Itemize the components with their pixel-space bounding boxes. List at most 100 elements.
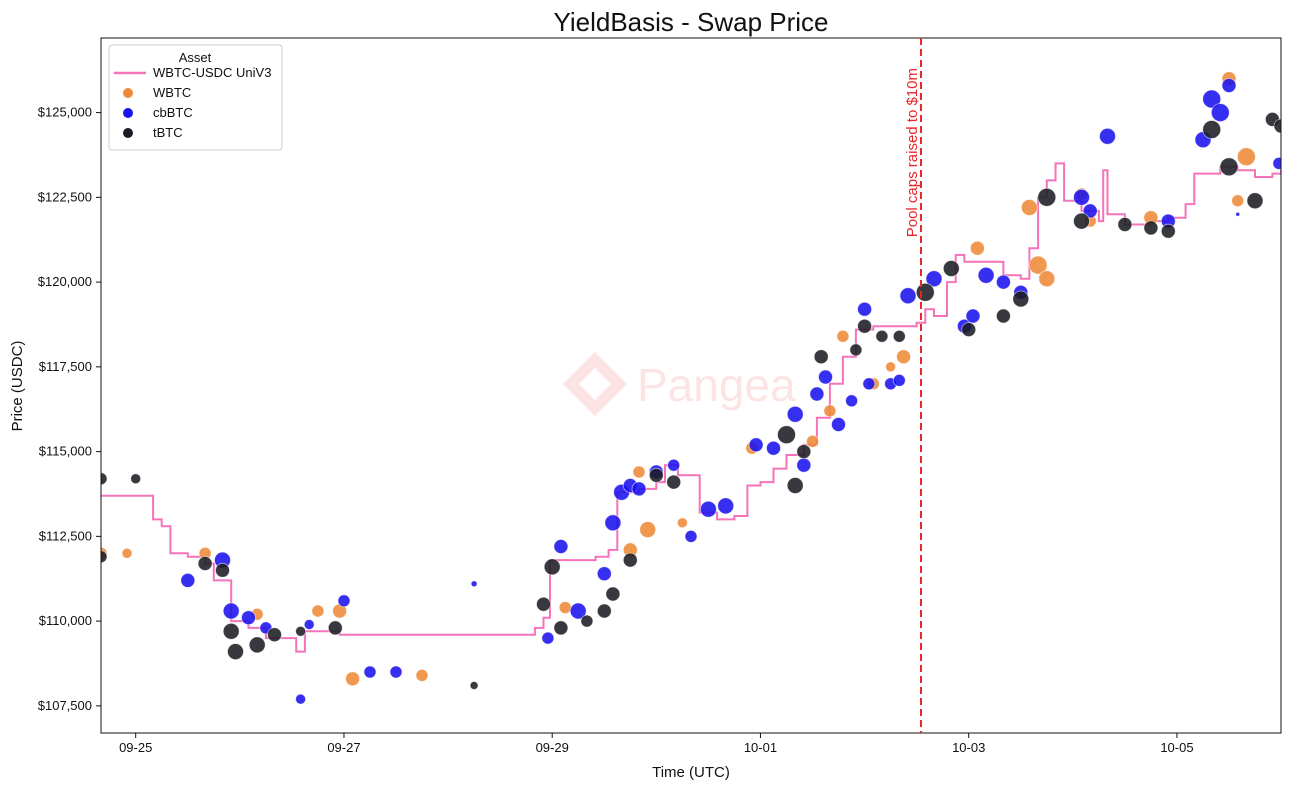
series-cbbtc — [180, 78, 1281, 705]
scatter-point-tbtc — [1160, 223, 1176, 239]
scatter-point-cbbtc — [303, 619, 315, 630]
scatter-point-tbtc — [1219, 157, 1239, 177]
scatter-point-cbbtc — [553, 539, 569, 554]
scatter-point-wbtc — [677, 517, 688, 529]
scatter-point-tbtc — [215, 562, 230, 578]
scatter-point-cbbtc — [786, 405, 804, 423]
scatter-point-tbtc — [849, 343, 863, 357]
scatter-point-tbtc — [1202, 120, 1222, 139]
scatter-point-cbbtc — [1082, 203, 1098, 219]
scatter-point-cbbtc — [796, 457, 812, 473]
scatter-point-cbbtc — [596, 566, 612, 582]
scatter-point-tbtc — [915, 282, 935, 302]
x-axis-label: Time (UTC) — [652, 764, 730, 781]
y-tick-label: $117,500 — [39, 359, 92, 374]
y-tick-label: $110,000 — [39, 613, 92, 628]
scatter-point-tbtc — [248, 636, 266, 654]
scatter-point-cbbtc — [717, 497, 735, 515]
scatter-point-tbtc — [961, 322, 977, 338]
scatter-point-cbbtc — [684, 530, 698, 543]
scatter-point-tbtc — [469, 681, 479, 690]
scatter-point-cbbtc — [222, 602, 240, 620]
x-tick-label: 10-03 — [952, 740, 985, 755]
scatter-point-tbtc — [605, 586, 621, 602]
legend-entry-tbtc: tBTC — [123, 125, 183, 140]
scatter-point-wbtc — [970, 240, 985, 256]
scatter-point-cbbtc — [700, 500, 717, 518]
legend-label: tBTC — [153, 125, 183, 140]
scatter-point-wbtc — [1038, 270, 1056, 288]
y-axis: $107,500 $110,000 $112,500 $115,000 $117,500… — [38, 105, 101, 713]
scatter-point-tbtc — [267, 627, 282, 643]
scatter-point-tbtc — [666, 474, 682, 490]
y-tick-label: $115,000 — [39, 444, 92, 459]
scatter-point-cbbtc — [631, 481, 647, 497]
legend-entry-wbtc-usdc-univ3: WBTC-USDC UniV3 — [114, 65, 271, 80]
scatter-point-tbtc — [777, 425, 796, 445]
scatter-point-wbtc — [1028, 255, 1048, 275]
scatter-point-cbbtc — [862, 377, 876, 391]
scatter-point-cbbtc — [667, 458, 681, 472]
legend-entry-cbbtc: cbBTC — [123, 105, 193, 120]
scatter-point-tbtc — [580, 614, 594, 628]
scatter-point-cbbtc — [899, 287, 917, 305]
series-tbtc — [101, 112, 1281, 690]
x-tick-label: 09-25 — [119, 740, 152, 755]
legend-label: WBTC-USDC UniV3 — [153, 65, 271, 80]
scatter-point-wbtc — [632, 465, 646, 479]
watermark-text: Pangea — [637, 359, 796, 411]
scatter-point-tbtc — [648, 467, 664, 483]
scatter-point-cbbtc — [1221, 78, 1237, 93]
scatter-point-cbbtc — [857, 301, 872, 317]
y-tick-label: $112,500 — [39, 528, 92, 543]
scatter-point-tbtc — [996, 308, 1011, 324]
scatter-point-tbtc — [1273, 118, 1281, 134]
scatter-point-tbtc — [197, 556, 213, 571]
scatter-point-tbtc — [857, 318, 872, 334]
scatter-point-tbtc — [130, 473, 142, 485]
legend-box — [108, 44, 283, 151]
scatter-point-cbbtc — [604, 514, 622, 532]
scatter-point-wbtc — [345, 671, 361, 687]
scatter-point-tbtc — [295, 625, 307, 637]
annotation-text: Pool caps raised to $10m — [904, 68, 921, 237]
scatter-point-tbtc — [596, 603, 612, 619]
x-tick-label: 10-01 — [744, 740, 777, 755]
scatter-point-wbtc — [836, 329, 850, 343]
y-tick-label: $122,500 — [38, 189, 92, 204]
scatter-point-tbtc — [101, 472, 108, 486]
scatter-point-tbtc — [796, 444, 812, 460]
scatter-point-wbtc — [1021, 199, 1038, 216]
scatter-point-tbtc — [622, 552, 638, 568]
scatter-point-cbbtc — [925, 270, 943, 288]
scatter-point-wbtc — [558, 601, 572, 614]
scatter-point-cbbtc — [363, 665, 377, 679]
scatter-point-cbbtc — [766, 440, 781, 456]
y-tick-label: $120,000 — [38, 274, 92, 289]
scatter-point-cbbtc — [748, 437, 764, 453]
plot-area — [101, 71, 1281, 705]
scatter-point-tbtc — [1246, 192, 1264, 210]
scatter-point-tbtc — [1117, 217, 1133, 232]
scatter-point-cbbtc — [1235, 211, 1241, 217]
scatter-point-tbtc — [1012, 290, 1030, 308]
scatter-point-tbtc — [327, 620, 343, 636]
scatter-point-tbtc — [813, 349, 829, 365]
scatter-point-cbbtc — [996, 274, 1011, 290]
scatter-point-cbbtc — [1073, 188, 1090, 206]
legend-dot-swatch — [123, 108, 133, 118]
scatter-point-tbtc — [1073, 212, 1090, 230]
plot-frame — [100, 37, 1282, 734]
legend-dot-swatch — [123, 128, 133, 138]
scatter-point-wbtc — [806, 434, 819, 448]
legend-title: Asset — [179, 50, 212, 65]
legend-label: cbBTC — [153, 105, 193, 120]
scatter-point-cbbtc — [241, 610, 256, 626]
scatter-point-tbtc — [553, 620, 569, 636]
scatter-point-tbtc — [543, 558, 561, 576]
pangea-watermark: Pangea — [563, 352, 796, 416]
scatter-point-tbtc — [786, 477, 804, 494]
scatter-point-cbbtc — [809, 386, 825, 402]
scatter-point-wbtc — [1237, 147, 1256, 167]
